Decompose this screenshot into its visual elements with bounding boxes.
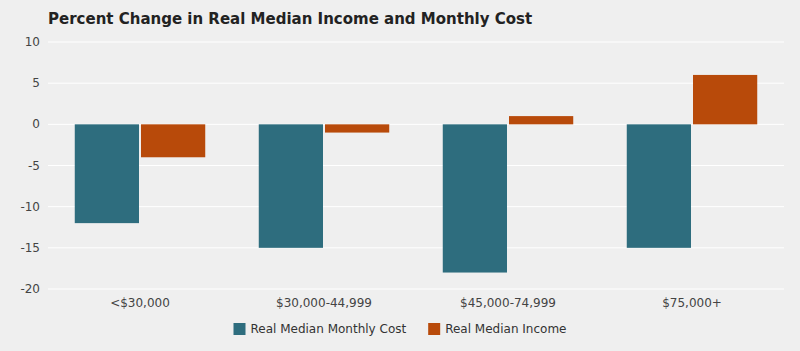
y-tick-label: -10 (20, 200, 40, 214)
legend-swatch (428, 323, 440, 335)
x-tick-label: $75,000+ (662, 296, 722, 310)
bar (443, 124, 507, 272)
x-tick-label: $45,000-74,999 (460, 296, 556, 310)
chart-svg: Percent Change in Real Median Income and… (0, 0, 800, 351)
y-tick-label: 10 (25, 35, 40, 49)
legend-swatch (234, 323, 246, 335)
x-tick-label: $30,000-44,999 (276, 296, 372, 310)
bar (693, 75, 757, 124)
bar (509, 116, 573, 124)
grid-line (48, 289, 784, 290)
background (0, 0, 800, 351)
y-tick-label: -20 (20, 282, 40, 296)
bars (75, 75, 757, 273)
x-tick-label: <$30,000 (110, 296, 170, 310)
legend-label: Real Median Income (445, 322, 566, 336)
grid-line (48, 83, 784, 84)
bar (75, 124, 139, 223)
bar (627, 124, 691, 248)
y-tick-label: -15 (20, 241, 40, 255)
legend-label: Real Median Monthly Cost (251, 322, 407, 336)
chart-title: Percent Change in Real Median Income and… (48, 10, 532, 28)
bar (259, 124, 323, 248)
legend: Real Median Monthly Cost Real Median Inco… (234, 322, 567, 336)
grid-line (48, 42, 784, 43)
y-tick-label: -5 (28, 159, 40, 173)
chart-container: Percent Change in Real Median Income and… (0, 0, 800, 351)
y-tick-label: 5 (32, 76, 40, 90)
y-tick-label: 0 (32, 117, 40, 131)
bar (325, 124, 389, 132)
bar (141, 124, 205, 157)
